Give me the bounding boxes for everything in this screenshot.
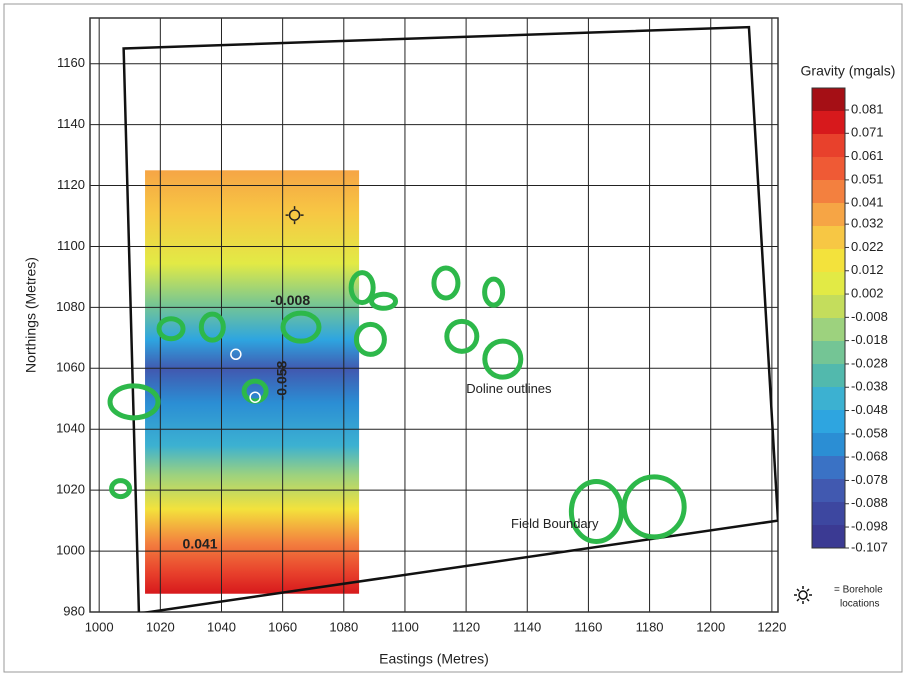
colorbar-tick-label: 0.061 (851, 148, 884, 163)
x-tick-label: 1040 (207, 619, 236, 634)
colorbar-band (812, 272, 845, 296)
colorbar-tick-label: -0.008 (851, 309, 888, 324)
colorbar-tick-label: -0.048 (851, 402, 888, 417)
y-tick-label: 1080 (56, 299, 85, 314)
doline-outline (485, 279, 503, 305)
doline-outline (356, 324, 384, 354)
y-tick-label: 1140 (57, 116, 85, 131)
legend-text: = Borehole (834, 585, 883, 596)
annotation: -0.058 (273, 360, 289, 400)
colorbar-band (812, 364, 845, 388)
x-tick-label: 1060 (268, 619, 297, 634)
y-tick-label: 980 (63, 603, 85, 618)
x-tick-label: 1200 (696, 619, 725, 634)
colorbar-tick-label: 0.041 (851, 195, 884, 210)
y-axis-label: Northings (Metres) (23, 257, 39, 373)
colorbar-tick-label: -0.018 (851, 332, 888, 347)
y-tick-label: 1060 (56, 360, 85, 375)
colorbar-tick-label: -0.028 (851, 355, 888, 370)
colorbar-band (812, 479, 845, 503)
colorbar-band (812, 203, 845, 227)
colorbar-band (812, 387, 845, 411)
colorbar-tick-label: 0.032 (851, 216, 884, 231)
doline-outline (624, 477, 684, 537)
y-tick-label: 1040 (56, 421, 85, 436)
x-tick-label: 1140 (513, 619, 541, 634)
colorbar-band (812, 502, 845, 526)
colorbar-tick-label: 0.051 (851, 171, 884, 186)
colorbar-tick-label: -0.078 (851, 472, 888, 487)
doline-outline (372, 294, 396, 308)
colorbar-band (812, 456, 845, 480)
chart: Eastings (Metres) Northings (Metres) Gra… (0, 0, 906, 676)
annotation: Doline outlines (466, 381, 552, 396)
x-tick-label: 1020 (146, 619, 175, 634)
legend-text: locations (840, 599, 879, 610)
annotation: -0.008 (270, 292, 310, 308)
annotation: 0.041 (183, 536, 218, 552)
x-tick-label: 1000 (85, 619, 114, 634)
annotation: Field Boundary (511, 516, 599, 531)
colorbar-band (812, 525, 845, 549)
y-tick-label: 1000 (56, 543, 85, 558)
colorbar-band (812, 88, 845, 112)
colorbar-tick-label: -0.068 (851, 449, 888, 464)
legend-star (794, 586, 812, 604)
colorbar-band (812, 410, 845, 434)
colorbar-band (812, 111, 845, 135)
x-tick-label: 1220 (757, 619, 786, 634)
y-tick-label: 1160 (57, 55, 85, 70)
x-tick-label: 1120 (452, 619, 480, 634)
colorbar-tick-label: -0.088 (851, 495, 888, 510)
x-axis-label: Eastings (Metres) (379, 651, 489, 667)
colorbar-band (812, 341, 845, 365)
colorbar-tick-label: -0.107 (851, 539, 888, 554)
colorbar-band (812, 226, 845, 250)
colorbar-band (812, 433, 845, 457)
colorbar-tick-label: -0.098 (851, 518, 888, 533)
colorbar-band (812, 180, 845, 204)
colorbar-tick-label: -0.038 (851, 379, 888, 394)
x-tick-label: 1160 (574, 619, 602, 634)
colorbar-band (812, 249, 845, 273)
colorbar-tick-label: 0.081 (851, 101, 884, 116)
colorbar-band (812, 134, 845, 158)
colorbar-tick-label: 0.012 (851, 262, 884, 277)
colorbar-tick-label: 0.022 (851, 239, 884, 254)
doline-outline (447, 321, 477, 351)
y-tick-label: 1100 (57, 238, 85, 253)
colorbar-tick-label: 0.002 (851, 285, 884, 300)
colorbar-title: Gravity (mgals) (801, 63, 896, 79)
x-tick-label: 1180 (636, 619, 664, 634)
colorbar-tick-label: 0.071 (851, 125, 884, 140)
doline-outline (434, 268, 458, 298)
colorbar-band (812, 318, 845, 342)
x-tick-label: 1080 (329, 619, 358, 634)
colorbar-band (812, 157, 845, 181)
x-tick-label: 1100 (391, 619, 419, 634)
y-tick-label: 1020 (56, 482, 85, 497)
doline-outline (485, 341, 521, 377)
colorbar-band (812, 295, 845, 319)
colorbar-tick-label: -0.058 (851, 425, 888, 440)
doline-outline (112, 481, 130, 497)
y-tick-label: 1120 (57, 177, 85, 192)
